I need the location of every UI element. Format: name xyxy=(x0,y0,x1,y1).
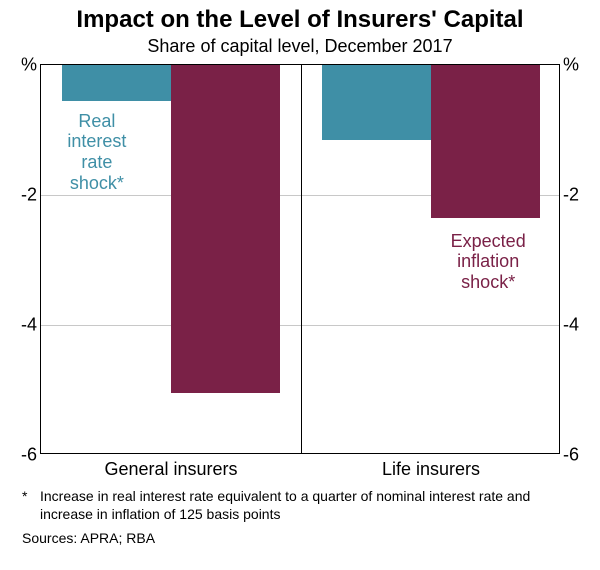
sources-text: APRA; RBA xyxy=(80,530,155,546)
gridline xyxy=(41,325,559,326)
y-unit-left: % xyxy=(21,55,37,76)
y-tick-label-right: -2 xyxy=(563,185,579,206)
bar xyxy=(171,65,280,393)
y-tick-label-left: -4 xyxy=(21,315,37,336)
bar xyxy=(431,65,540,218)
chart-annotation: Realinterestrateshock* xyxy=(67,111,126,194)
y-tick-label-left: -6 xyxy=(21,445,37,466)
plot-area: %%-2-2-4-4-6-6General insurersLife insur… xyxy=(40,64,560,454)
y-tick-label-right: -6 xyxy=(563,445,579,466)
sources: Sources: APRA; RBA xyxy=(22,530,155,546)
bar xyxy=(322,65,431,140)
y-tick-label-left: -2 xyxy=(21,185,37,206)
sources-label: Sources: xyxy=(22,530,77,546)
footnote-text: Increase in real interest rate equivalen… xyxy=(40,488,576,523)
x-category-label: Life insurers xyxy=(382,459,480,480)
footnote: *Increase in real interest rate equivale… xyxy=(22,488,578,523)
chart-annotation: Expectedinflationshock* xyxy=(451,231,526,293)
chart-title: Impact on the Level of Insurers' Capital xyxy=(0,0,600,34)
footnote-marker: * xyxy=(22,488,40,506)
x-category-label: General insurers xyxy=(104,459,237,480)
y-tick-label-right: -4 xyxy=(563,315,579,336)
panel-divider xyxy=(301,65,302,453)
chart-container: Impact on the Level of Insurers' Capital… xyxy=(0,0,600,570)
bar xyxy=(62,65,171,101)
y-unit-right: % xyxy=(563,55,579,76)
chart-subtitle: Share of capital level, December 2017 xyxy=(0,34,600,57)
